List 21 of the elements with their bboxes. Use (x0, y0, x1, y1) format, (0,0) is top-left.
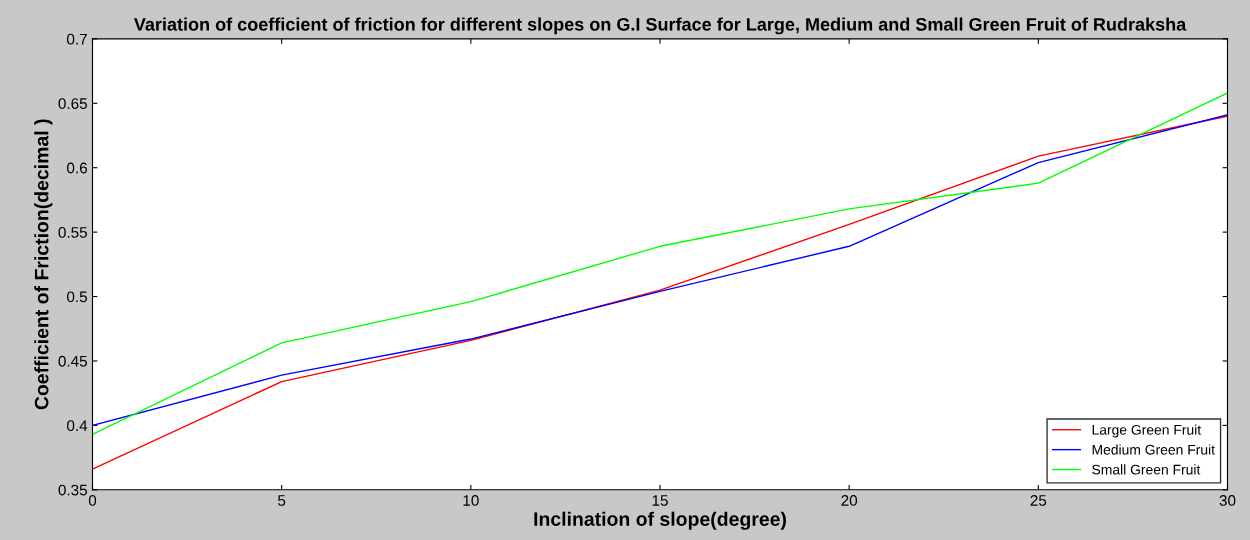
y-tick-label: 0.65 (58, 98, 87, 109)
y-axis-title: Coefficient of Friction(decimal ) (34, 119, 53, 410)
y-tick-label: 0.6 (67, 162, 87, 174)
y-tick-label: 0.7 (67, 33, 87, 45)
chart-title: Variation of coefficient of friction for different slopes on G.I Surface for Large, Medium and Small Green Fruit of Rudraksha (133, 17, 1187, 35)
y-tick-label: 0.35 (58, 484, 87, 496)
x-tick-label: 5 (278, 495, 286, 506)
x-tick-label: 25 (1030, 495, 1047, 506)
y-tick-label: 0.45 (58, 355, 87, 367)
x-tick-label: 30 (1219, 495, 1236, 506)
x-tick-label: 20 (841, 495, 858, 506)
x-tick-label: 10 (463, 495, 479, 506)
x-tick-label: 15 (652, 495, 668, 506)
y-tick-label: 0.4 (67, 420, 88, 432)
x-axis-title: Inclination of slope(degree) (534, 511, 786, 530)
legend-label: Large Green Fruit (1092, 424, 1202, 438)
x-tick-label: 0 (88, 495, 97, 506)
y-tick-label: 0.5 (67, 291, 87, 303)
y-tick-label: 0.55 (58, 226, 87, 238)
legend-label: Medium Green Fruit (1092, 444, 1215, 455)
legend-label: Small Green Fruit (1092, 464, 1201, 475)
